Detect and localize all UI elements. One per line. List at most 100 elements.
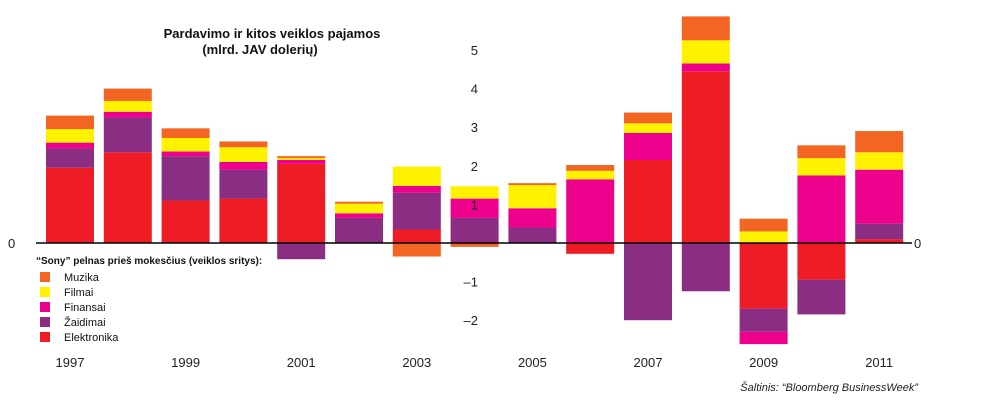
bar-segment-filmai-2008 xyxy=(681,40,730,64)
bar-segment-finansai-1999 xyxy=(161,151,210,157)
bar-segment-žaidimai-2011 xyxy=(855,223,904,240)
bar-segment-muzika-2007 xyxy=(624,112,672,124)
bar-segment-elektronika-1998 xyxy=(103,152,152,243)
bar-segment-muzika-2000 xyxy=(219,141,268,148)
bar-segment-muzika-2011 xyxy=(855,131,904,153)
bar-segment-žaidimai-2003 xyxy=(392,192,441,230)
bar-segment-muzika-1998 xyxy=(103,88,152,101)
zero-label-left: 0 xyxy=(8,236,15,251)
chart-title-line1: Pardavimo ir kitos veiklos pajamos xyxy=(164,26,381,41)
bar-segment-muzika-1997 xyxy=(46,115,94,130)
bar-segment-finansai-2008 xyxy=(681,63,730,72)
bar-segment-finansai-2009 xyxy=(739,331,788,345)
bar-segment-filmai-2000 xyxy=(219,147,268,162)
bar-segment-elektronika-2000 xyxy=(219,198,268,243)
legend-swatch-elektronika xyxy=(40,332,50,342)
bar-segment-finansai-2005 xyxy=(508,208,557,228)
y-tick-label: –1 xyxy=(464,275,478,290)
legend-label: Žaidimai xyxy=(64,316,106,329)
y-tick-label: 4 xyxy=(471,82,478,97)
x-tick-label: 2001 xyxy=(287,355,316,370)
x-tick-label: 2003 xyxy=(402,355,431,370)
bar-segment-filmai-1999 xyxy=(161,138,210,152)
bar-segment-elektronika-2007 xyxy=(624,160,672,243)
bar-segment-žaidimai-2008 xyxy=(681,243,730,292)
x-tick-label: 2007 xyxy=(634,355,663,370)
x-tick-label: 1997 xyxy=(56,355,85,370)
bar-segment-žaidimai-2004 xyxy=(450,217,499,243)
bar-segment-elektronika-2010 xyxy=(797,243,846,280)
bar-segment-filmai-1998 xyxy=(103,100,152,112)
bar-segment-žaidimai-2010 xyxy=(797,279,846,315)
source-note: Šaltinis: “Bloomberg BusinessWeek” xyxy=(740,381,919,394)
bar-segment-filmai-2007 xyxy=(624,123,672,133)
y-tick-label: 2 xyxy=(471,159,478,174)
zero-label-right: 0 xyxy=(914,236,921,251)
bar-segment-muzika-1999 xyxy=(161,128,210,139)
bar-segment-filmai-2001 xyxy=(277,158,326,161)
legend-label: Muzika xyxy=(64,272,100,284)
bar-segment-muzika-2006 xyxy=(566,165,615,171)
bar-segment-finansai-2010 xyxy=(797,175,846,243)
bar-segment-filmai-2011 xyxy=(855,152,904,170)
bar-segment-finansai-1997 xyxy=(46,142,94,149)
bar-segment-žaidimai-1997 xyxy=(46,148,94,168)
bar-segment-filmai-2002 xyxy=(335,203,383,214)
bar-segment-finansai-2006 xyxy=(566,179,615,243)
bar-segment-žaidimai-2009 xyxy=(739,308,788,332)
y-tick-label: 3 xyxy=(471,120,478,135)
bar-segment-muzika-2005 xyxy=(508,183,557,186)
bar-segment-muzika-2008 xyxy=(681,16,730,41)
bar-segment-muzika-2002 xyxy=(335,201,383,204)
bar-segment-filmai-2009 xyxy=(739,231,788,243)
bar-segment-muzika-2010 xyxy=(797,145,846,159)
bar-segment-žaidimai-2002 xyxy=(335,217,383,243)
bar-segment-filmai-2005 xyxy=(508,185,557,209)
x-tick-label: 1999 xyxy=(171,355,200,370)
chart-title-line2: (mlrd. JAV dolerių) xyxy=(202,42,317,57)
legend: “Sony” pelnas prieš mokesčius (veiklos s… xyxy=(36,256,262,344)
bars-layer xyxy=(46,16,904,345)
bar-segment-elektronika-2009 xyxy=(739,243,788,309)
bar-segment-muzika-2001 xyxy=(277,156,326,159)
legend-swatch-finansai xyxy=(40,302,50,312)
legend-swatch-žaidimai xyxy=(40,317,50,327)
bar-segment-žaidimai-2007 xyxy=(624,243,672,321)
legend-swatch-filmai xyxy=(40,287,50,297)
bar-segment-elektronika-2011 xyxy=(855,239,904,243)
bar-segment-filmai-2004 xyxy=(450,186,499,199)
bar-segment-muzika-2004 xyxy=(450,243,499,247)
x-tick-label: 2005 xyxy=(518,355,547,370)
bar-segment-elektronika-2008 xyxy=(681,71,730,243)
bar-segment-filmai-2006 xyxy=(566,170,615,180)
legend-label: Filmai xyxy=(64,287,93,299)
bar-segment-finansai-2004 xyxy=(450,198,499,218)
x-tick-label: 2011 xyxy=(865,355,893,370)
bar-segment-finansai-1998 xyxy=(103,111,152,118)
bar-segment-elektronika-1997 xyxy=(46,167,94,243)
bar-segment-finansai-2001 xyxy=(277,160,326,164)
bar-segment-elektronika-2001 xyxy=(277,163,326,243)
legend-label: Finansai xyxy=(64,302,106,314)
y-tick-label: 5 xyxy=(471,43,478,58)
bar-segment-finansai-2000 xyxy=(219,161,268,170)
y-tick-labels: 5 4 3 2 1 –1 –2 xyxy=(464,43,478,328)
bar-segment-žaidimai-2000 xyxy=(219,169,268,199)
legend-label: Elektronika xyxy=(64,332,119,344)
bar-segment-muzika-2009 xyxy=(739,218,788,232)
bar-segment-finansai-2011 xyxy=(855,169,904,224)
y-tick-label: 1 xyxy=(471,197,478,212)
bar-segment-muzika-2003 xyxy=(392,243,441,257)
y-tick-label: –2 xyxy=(464,313,478,328)
bar-segment-filmai-2010 xyxy=(797,158,846,176)
bar-segment-žaidimai-1999 xyxy=(161,156,210,201)
bar-segment-finansai-2003 xyxy=(392,185,441,193)
bar-segment-filmai-2003 xyxy=(392,166,441,186)
bar-segment-žaidimai-2005 xyxy=(508,227,557,243)
bar-segment-žaidimai-1998 xyxy=(103,117,152,153)
bar-segment-elektronika-2003 xyxy=(392,229,441,243)
bar-segment-elektronika-1999 xyxy=(161,200,210,243)
bar-segment-finansai-2007 xyxy=(624,132,672,161)
x-tick-label: 2009 xyxy=(749,355,778,370)
